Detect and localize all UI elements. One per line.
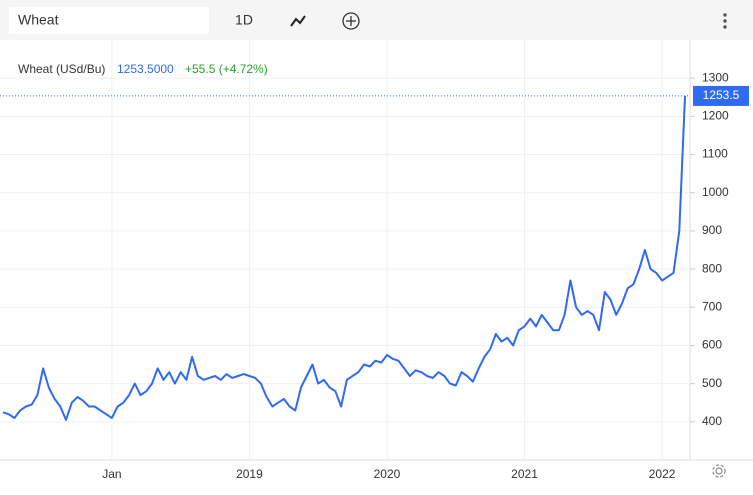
add-icon[interactable]: [342, 12, 360, 30]
legend-title: Wheat (USd/Bu): [18, 62, 105, 76]
last-price-label: 1253.5: [703, 88, 740, 102]
symbol: Wheat: [18, 12, 59, 28]
y-tick-label: 1100: [702, 147, 728, 161]
y-tick-label: 400: [702, 414, 722, 428]
x-tick-label: 2022: [649, 467, 676, 481]
symbol-input[interactable]: [9, 7, 209, 34]
add-icon-plus: [346, 16, 356, 26]
y-tick-label: 700: [702, 299, 722, 313]
x-tick-label: Jan: [102, 467, 121, 481]
y-tick-label: 600: [702, 338, 722, 352]
last-price-box: [693, 85, 749, 106]
price-line: [2, 95, 686, 421]
y-tick-label: 1300: [702, 70, 729, 84]
y-tick-label: 900: [702, 223, 722, 237]
chart-type-icon[interactable]: [290, 15, 306, 27]
x-tick-label: 2020: [374, 467, 401, 481]
x-tick-label: 2019: [236, 467, 263, 481]
settings-icon[interactable]: [712, 464, 726, 478]
y-tick-label: 800: [702, 261, 722, 275]
menu-icon[interactable]: [723, 13, 727, 29]
legend-change: +55.5 (+4.72%): [185, 62, 268, 76]
y-tick-label: 1200: [702, 109, 729, 123]
interval[interactable]: 1D: [235, 12, 253, 28]
legend-price: 1253.5000: [117, 62, 174, 76]
x-tick-label: 2021: [511, 467, 538, 481]
y-tick-label: 500: [702, 376, 722, 390]
y-tick-label: 1000: [702, 185, 729, 199]
